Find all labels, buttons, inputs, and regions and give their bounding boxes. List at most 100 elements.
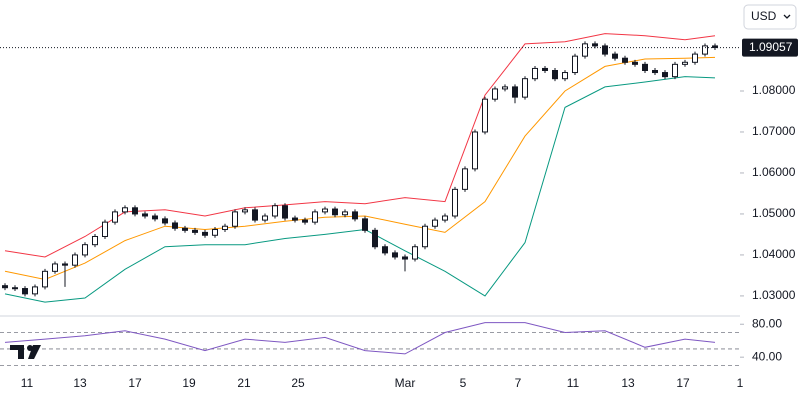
candle-body <box>152 215 158 220</box>
x-tick-label: 13 <box>621 376 635 390</box>
x-tick-label: 17 <box>676 376 690 390</box>
candle-body <box>552 69 558 80</box>
candle-body <box>462 168 468 190</box>
price-axis <box>740 0 800 400</box>
candle-body <box>212 229 218 236</box>
candle-body <box>352 211 358 220</box>
candle-body <box>602 45 608 55</box>
candle-body <box>392 252 398 258</box>
y-tick-label: 1.06000 <box>752 165 796 179</box>
band-middle <box>4 56 716 281</box>
candle-body <box>42 270 48 288</box>
candle-body <box>232 211 238 227</box>
candle-body <box>532 67 538 80</box>
candle-body <box>52 263 58 272</box>
candle-body <box>672 63 678 78</box>
y-tick-label: 1.05000 <box>752 206 796 220</box>
candle-body <box>432 219 438 227</box>
plot-area <box>0 33 740 366</box>
candle-body <box>182 227 188 231</box>
x-tick-label: 11 <box>21 376 34 390</box>
x-tick-label: 5 <box>460 376 467 390</box>
candle-body <box>562 72 568 80</box>
last-price-box <box>742 38 798 57</box>
candle-body <box>402 256 408 260</box>
x-tick-label: 19 <box>182 376 196 390</box>
y-tick-label: 1.04000 <box>752 247 796 261</box>
tradingview-logo[interactable] <box>10 345 41 359</box>
candle-body <box>512 86 518 98</box>
candle-body <box>362 218 368 231</box>
currency-label[interactable]: USD <box>751 9 777 23</box>
candle-body <box>22 288 28 295</box>
candle-body <box>142 213 148 217</box>
candle-body <box>12 287 18 290</box>
candle-body <box>642 63 648 71</box>
x-tick-label: 7 <box>515 376 522 390</box>
candle-body <box>492 88 498 100</box>
candle-body <box>582 43 588 57</box>
x-tick-label: 11 <box>567 376 580 390</box>
candle-body <box>62 263 68 266</box>
candle-body <box>542 67 548 71</box>
currency-button[interactable] <box>743 4 797 30</box>
candle-body <box>622 57 628 63</box>
candle-body <box>372 229 378 248</box>
candle-body <box>202 231 208 236</box>
x-tick-label: 25 <box>291 376 305 390</box>
candle-body <box>422 225 428 248</box>
candle-body <box>122 207 128 213</box>
candle-body <box>282 205 288 219</box>
rsi-line <box>4 322 716 355</box>
currency-dropdown[interactable]: USD <box>743 4 797 30</box>
candle-body <box>272 205 278 217</box>
candle-body <box>632 61 638 65</box>
candle-body <box>132 207 138 215</box>
candle-body <box>302 219 308 223</box>
logo-t[interactable] <box>10 345 24 359</box>
chevron-icon[interactable] <box>783 14 791 19</box>
rsi-tick-label: 40.00 <box>752 349 782 363</box>
candle-body <box>262 215 268 221</box>
candle-body <box>482 98 488 133</box>
x-tick-label: 17 <box>128 376 142 390</box>
last-price-label: 1.09057 <box>749 40 793 54</box>
candle-body <box>32 286 38 295</box>
candle-body <box>442 215 448 221</box>
candle-body <box>662 72 668 78</box>
candle-body <box>102 221 108 237</box>
candle-body <box>502 86 508 90</box>
candle-body <box>312 211 318 223</box>
x-tick-label: 21 <box>237 376 251 390</box>
candle-body <box>612 53 618 59</box>
candle-body <box>472 131 478 170</box>
candle-body <box>112 211 118 223</box>
candle-body <box>322 208 328 213</box>
candle-body <box>452 188 458 217</box>
candle-body <box>72 254 78 266</box>
candle-body <box>382 246 388 254</box>
logo-v[interactable] <box>28 345 41 359</box>
candle-body <box>522 78 528 98</box>
y-tick-label: 1.07000 <box>752 124 796 138</box>
candle-body <box>292 217 298 221</box>
candle-body <box>242 209 248 213</box>
candle-body <box>222 225 228 231</box>
candle-body <box>192 229 198 233</box>
candle-body <box>92 235 98 246</box>
candle-body <box>172 222 178 229</box>
candle-body <box>652 69 658 74</box>
candle-body <box>572 55 578 74</box>
candle-body <box>162 218 168 224</box>
candle-body <box>682 61 688 65</box>
x-tick-label: 13 <box>73 376 87 390</box>
x-tick-label: 1 <box>737 376 744 390</box>
candle-body <box>82 244 88 256</box>
candle-body <box>332 208 338 216</box>
candle-body <box>342 211 348 216</box>
candle-body <box>412 246 418 260</box>
candle-body <box>252 209 258 221</box>
candle-body <box>702 45 708 55</box>
